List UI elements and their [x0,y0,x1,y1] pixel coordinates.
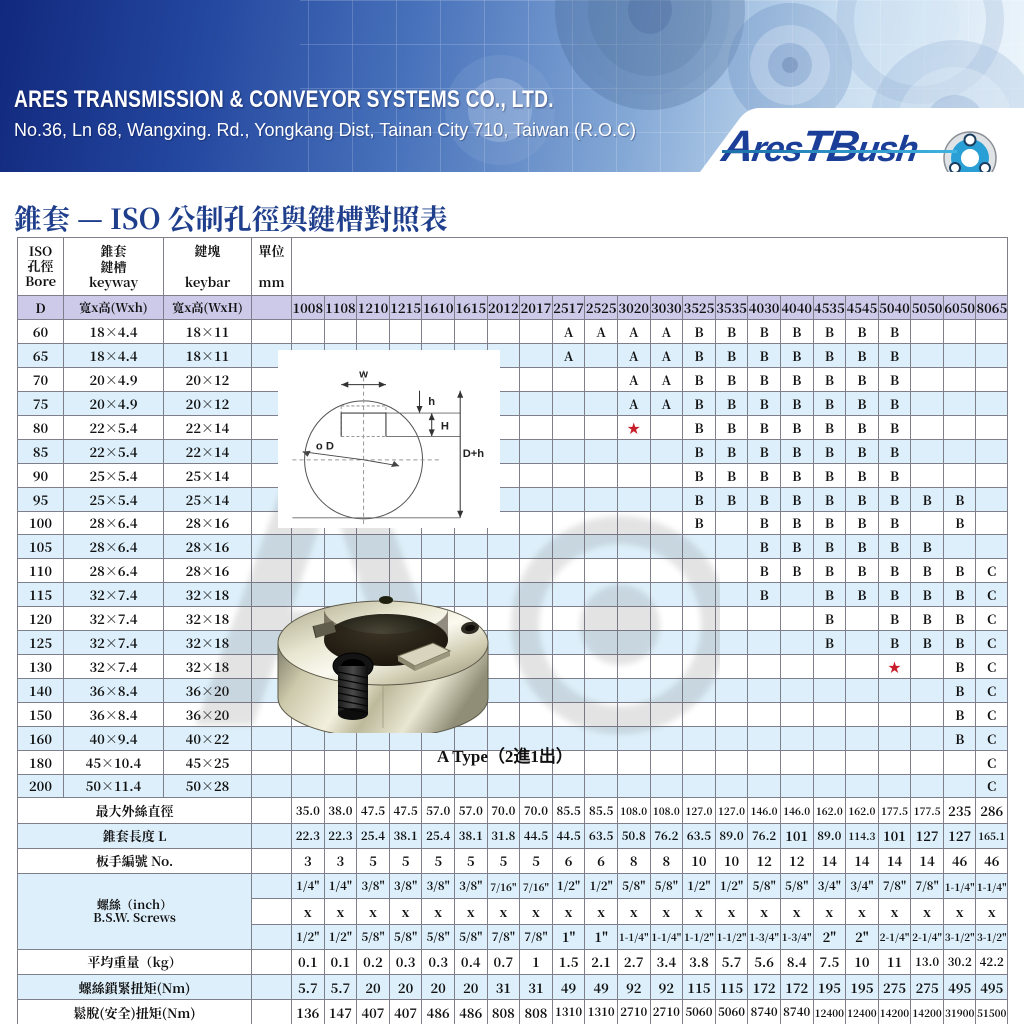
svg-text:H: H [441,420,449,432]
svg-text:o D: o D [316,441,334,453]
svg-text:h: h [428,396,435,408]
svg-text:D+h: D+h [463,448,485,460]
svg-text:w: w [358,368,368,380]
